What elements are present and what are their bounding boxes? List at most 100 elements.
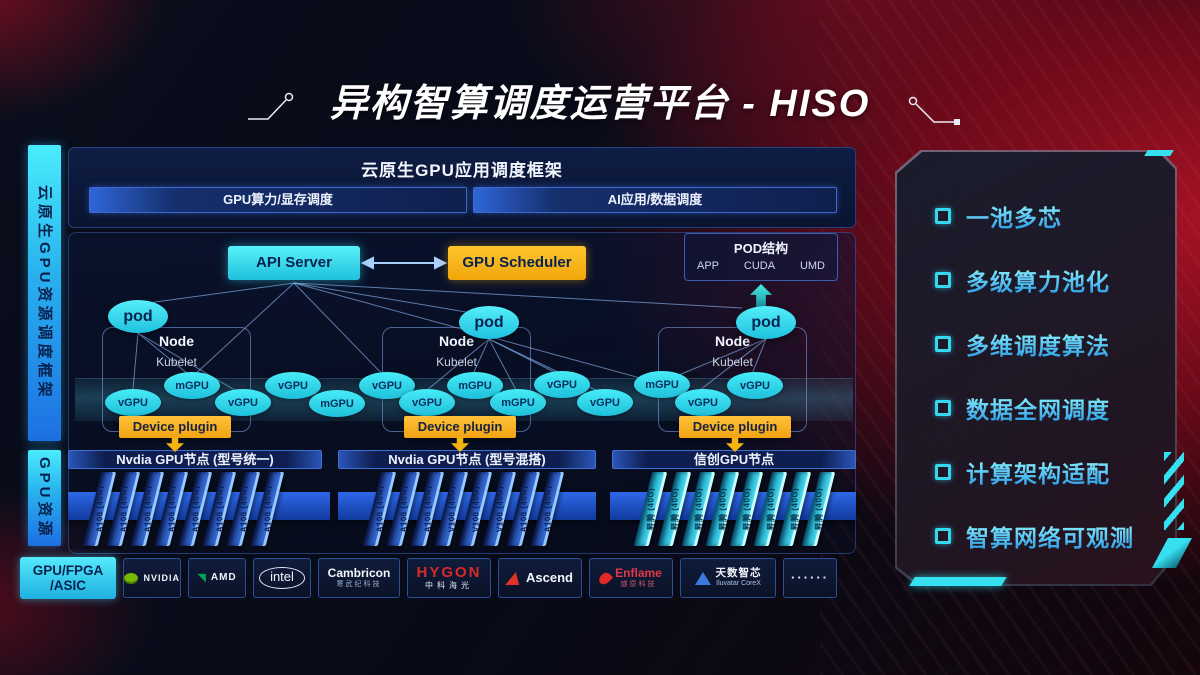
feature-item: 计算架构适配 — [935, 456, 1134, 488]
vendor-label: ······ — [791, 569, 829, 585]
nvidia-logo: NVIDIA — [123, 558, 181, 598]
feature-panel-inner: 一池多芯多级算力池化 多维调度算法 数据全网调度 计算架构适配 智算网络可观测 — [897, 152, 1175, 584]
panel-accent-bar — [1144, 150, 1174, 156]
iluvatar-triangle-icon — [694, 571, 711, 585]
pod-ellipse-2: pod — [459, 306, 519, 339]
feature-label: 数据全网调度 — [966, 391, 1110, 425]
sidebar-framework-label: 云原生GPU资源调度框架 — [36, 185, 53, 401]
feature-item: 多级算力池化 — [935, 264, 1134, 296]
vendor-label: NVIDIA — [143, 572, 180, 583]
feature-label: 计算架构适配 — [966, 455, 1110, 489]
vendor-label: intel — [259, 567, 305, 589]
gpu-card: 昇腾 (40G) — [777, 472, 812, 546]
framework-title: 云原生GPU应用调度框架 — [361, 161, 563, 180]
vendor-label: Cambricon — [327, 565, 391, 580]
gpu-card: A100 (40G) — [250, 472, 285, 546]
device-plugin-box-2: Device plugin — [404, 416, 516, 438]
panel-accent-bar — [909, 577, 1007, 586]
iluvatar-logo: 天数智芯 Iluvatar CoreX — [680, 558, 776, 598]
gpu-card-row: A100 (40G) A100 (40G) A100 (40G) A100 (40G)… — [82, 472, 285, 546]
gpu-card: 昇腾 (40G) — [681, 472, 716, 546]
vgpu-ellipse: vGPU — [105, 389, 161, 416]
gpu-card-row: A100 (40G) A100 (40G) A100 (40G) V100 (40G)… — [362, 472, 565, 546]
feature-panel: 一池多芯多级算力池化 多维调度算法 数据全网调度 计算架构适配 智算网络可观测 — [895, 150, 1177, 586]
device-plugin-box-1: Device plugin — [119, 416, 231, 438]
feature-label: 多级算力池化 — [966, 263, 1110, 297]
square-bullet-icon — [935, 272, 951, 288]
gpu-node-header-mixed: Nvdia GPU节点 (型号混搭) — [338, 450, 596, 469]
kubelet-label: Kubelet — [436, 355, 477, 369]
gpu-card: A100 (40G) — [226, 472, 261, 546]
gpu-node-header-xinchuang: 信创GPU节点 — [612, 450, 856, 469]
cambricon-logo: Cambricon 寒武纪科技 — [318, 558, 400, 598]
vendor-line: GPU/FPGA — [32, 562, 104, 578]
gpu-card: V100 (40G) — [458, 472, 493, 546]
feature-label: 智算网络可观测 — [966, 519, 1134, 553]
square-bullet-icon — [935, 528, 951, 544]
gpu-card: A100 (40G) — [386, 472, 421, 546]
pod-layer-app: APP — [697, 260, 720, 272]
square-bullet-icon — [935, 464, 951, 480]
sidebar-gpu-resource-label: GPU资源 — [36, 456, 53, 540]
feature-label: 多维调度算法 — [966, 327, 1110, 361]
pod-ellipse-3: pod — [736, 306, 796, 339]
api-server-box: API Server — [228, 246, 360, 280]
ai-data-scheduling-bar: AI应用/数据调度 — [473, 187, 837, 213]
gpu-card: A100 (40G) — [530, 472, 565, 546]
gpu-card: 昇腾 (40G) — [633, 472, 668, 546]
gpu-card: A100 (40G) — [362, 472, 397, 546]
square-bullet-icon — [935, 336, 951, 352]
framework-panel: 云原生GPU应用调度框架 GPU算力/显存调度 AI应用/数据调度 — [68, 147, 856, 228]
pod-ellipse-1: pod — [108, 300, 168, 333]
page-title: 异构智算调度运营平台 - HISO — [329, 83, 871, 125]
vgpu-ellipse: vGPU — [727, 372, 783, 399]
intel-logo: intel — [253, 558, 311, 598]
enflame-logo: Enflame 燧原科技 — [589, 558, 673, 598]
vendor-row: GPU/FPGA/ASIC NVIDIA ◥ AMD intel Cambricon 寒武纪… — [20, 557, 837, 599]
square-bullet-icon — [935, 208, 951, 224]
gpu-card: A100 (40G) — [202, 472, 237, 546]
gpu-card: 昇腾 (40G) — [729, 472, 764, 546]
amd-logo: ◥ AMD — [188, 558, 246, 598]
feature-item: 一池多芯 — [935, 200, 1134, 232]
node-label: Node — [439, 333, 474, 349]
gpu-compute-scheduling-bar: GPU算力/显存调度 — [89, 187, 467, 213]
gpu-scheduler-box: GPU Scheduler — [448, 246, 586, 280]
feature-item: 多维调度算法 — [935, 328, 1134, 360]
gpu-card: A100 (40G) — [154, 472, 189, 546]
vgpu-ellipse: vGPU — [399, 389, 455, 416]
kubelet-label: Kubelet — [156, 355, 197, 369]
amd-arrow-icon: ◥ — [197, 571, 206, 584]
pod-layer-cuda: CUDA — [743, 260, 776, 272]
gpu-card: 昇腾 (40G) — [801, 472, 836, 546]
square-bullet-icon — [935, 400, 951, 416]
enflame-flame-icon — [597, 569, 614, 587]
pod-structure-title: POD结构 — [733, 241, 789, 256]
vendor-label: Enflame — [615, 565, 662, 580]
vgpu-ellipse: vGPU — [577, 389, 633, 416]
vendor-sublabel: 燧原科技 — [620, 581, 657, 589]
hazard-stripes-decoration — [1164, 452, 1184, 530]
feature-item: 数据全网调度 — [935, 392, 1134, 424]
gpu-card: V100 (40G) — [482, 472, 517, 546]
gpu-node-header-uniform: Nvdia GPU节点 (型号统一) — [68, 450, 322, 469]
more-logo: ······ — [783, 558, 837, 598]
vendor-label: Ascend — [526, 569, 573, 585]
vendor-label: HYGON — [416, 563, 482, 581]
nvidia-eye-icon — [124, 572, 139, 584]
gpu-card: A100 (40G) — [410, 472, 445, 546]
vendor-sublabel: 中科海光 — [424, 581, 473, 591]
gpu-card: 昇腾 (40G) — [753, 472, 788, 546]
vendor-line: /ASIC — [49, 578, 86, 593]
gpu-fpga-asic-logo: GPU/FPGA/ASIC — [20, 557, 116, 599]
feature-list: 一池多芯多级算力池化 多维调度算法 数据全网调度 计算架构适配 智算网络可观测 — [935, 200, 1134, 552]
device-plugin-box-3: Device plugin — [679, 416, 791, 438]
mgpu-ellipse: mGPU — [309, 390, 365, 417]
gpu-card: A100 (40G) — [506, 472, 541, 546]
mgpu-ellipse: mGPU — [164, 372, 220, 399]
node-label: Node — [159, 333, 194, 349]
sidebar-framework-bar: 云原生GPU资源调度框架 — [28, 145, 61, 441]
gpu-card-row: 昇腾 (40G) 昇腾 (40G) 昇腾 (40G) 昇腾 (40G) 昇腾 (40G)… — [633, 472, 836, 546]
vendor-label: 天数智芯 — [715, 566, 762, 579]
mgpu-ellipse: mGPU — [490, 389, 546, 416]
